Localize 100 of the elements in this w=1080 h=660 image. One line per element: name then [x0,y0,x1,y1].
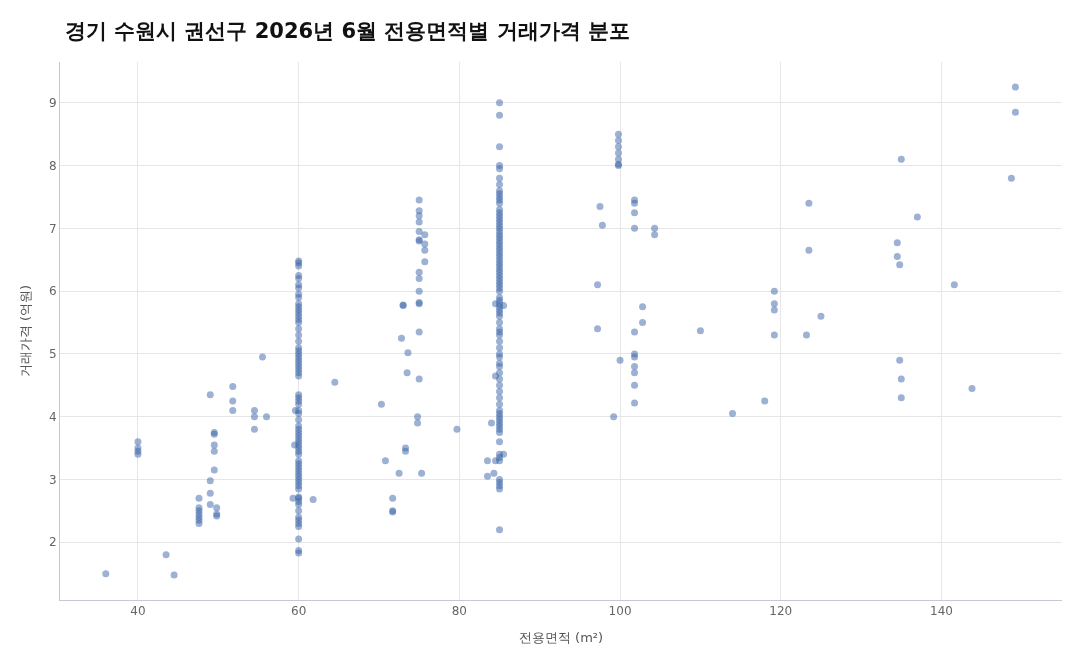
point [414,413,422,421]
point [377,400,385,408]
point [210,441,218,449]
point [415,228,423,235]
point [170,571,178,579]
x-tick-label: 80 [451,604,467,619]
point [134,438,142,446]
point [696,327,704,335]
point [770,306,778,314]
point [162,551,170,559]
point [490,469,498,477]
point [206,477,214,485]
point [893,253,901,261]
x-axis-title: 전용면적 (m²) [518,630,604,645]
y-tick-label: 9 [48,96,57,111]
point [631,369,639,377]
chart-title: 경기 수원시 권선구 2026년 6월 전용면적별 거래가격 분포 [64,18,631,43]
point [291,406,299,414]
y-tick-label: 2 [48,535,57,550]
point [389,494,397,502]
point [968,384,976,392]
point [897,155,905,163]
x-tick-label: 100 [608,604,632,619]
point [421,231,429,239]
point [415,287,423,295]
point [415,196,423,204]
point [250,406,258,414]
point [1011,83,1019,91]
y-tick-label: 3 [48,472,57,487]
point [893,239,901,247]
point [263,413,271,421]
point [950,281,958,289]
x-tick-label: 60 [291,604,307,619]
point [614,136,622,144]
x-tick-label: 140 [930,604,953,619]
point [415,218,423,226]
x-tick-label: 40 [130,604,146,619]
point [896,356,904,364]
point [770,300,778,308]
point [206,501,214,509]
point [291,441,299,449]
point [404,349,412,357]
point [631,328,639,336]
point [213,504,221,512]
point [614,130,622,138]
point [631,362,639,370]
point [483,457,491,465]
point [770,287,778,295]
point [639,319,647,327]
point [415,375,423,383]
point [761,397,769,405]
point [195,494,203,502]
point [594,325,602,333]
point [289,494,297,502]
point [610,413,618,421]
point [453,425,461,433]
point [421,258,429,266]
point [896,261,904,269]
point [415,275,423,283]
point [651,231,659,239]
point [805,199,813,207]
point [913,213,921,221]
point [403,369,411,377]
point [729,410,737,418]
point [331,378,339,386]
y-tick-label: 5 [48,347,57,362]
point [415,328,423,336]
y-tick-label: 6 [48,284,57,299]
y-tick-label: 8 [48,158,57,173]
y-tick-label: 4 [48,409,57,424]
point [817,312,825,320]
point [250,413,258,421]
point [639,303,647,311]
point [897,394,905,402]
point [206,391,214,399]
point [1007,174,1015,182]
point [421,240,429,248]
point [418,469,426,477]
point [631,381,639,389]
point [229,397,237,405]
y-axis-title: 거래가격 (억원) [17,284,33,378]
point [770,331,778,339]
point [415,207,423,215]
point [598,221,606,229]
point [381,457,389,465]
point [1011,108,1019,116]
point [258,353,266,361]
point [229,406,237,414]
point [631,209,639,217]
point [102,570,110,578]
point [229,383,237,391]
point [206,489,214,497]
point [616,356,624,364]
point [897,375,905,383]
point [309,496,317,504]
point [415,268,423,276]
point [805,246,813,254]
point [414,419,422,427]
point [210,447,218,455]
point [596,202,604,210]
